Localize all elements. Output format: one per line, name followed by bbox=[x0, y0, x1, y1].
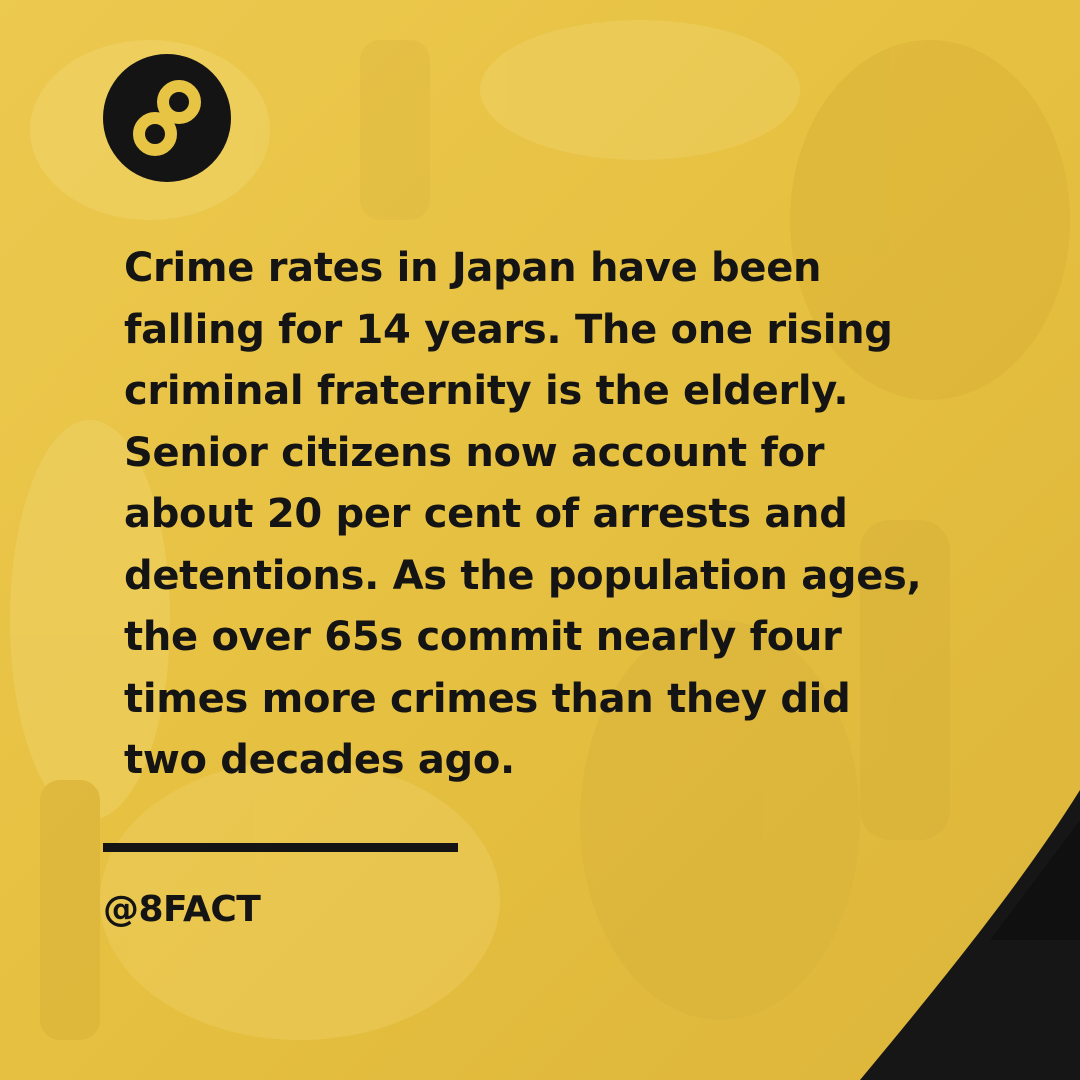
social-handle: @8FACT bbox=[103, 889, 261, 930]
fact-line: about 20 per cent of arrests and bbox=[124, 491, 848, 537]
fact-line: times more crimes than they did bbox=[124, 675, 851, 722]
fact-line: falling for 14 years. The one rising bbox=[124, 306, 893, 353]
fact-text: Crime rates in Japan have been falling f… bbox=[124, 238, 1024, 792]
fact-line: criminal fraternity is the elderly. bbox=[124, 368, 849, 414]
fact-line: detentions. As the population ages, bbox=[124, 552, 922, 599]
fact-line: Crime rates in Japan have been bbox=[124, 245, 822, 291]
divider bbox=[103, 843, 458, 852]
fact-line: Senior citizens now account for bbox=[124, 429, 825, 476]
infinity-eight-icon bbox=[133, 80, 201, 156]
fact-line: two decades ago. bbox=[124, 737, 515, 783]
fact-line: the over 65s commit nearly four bbox=[124, 614, 842, 660]
brand-logo bbox=[103, 54, 231, 182]
